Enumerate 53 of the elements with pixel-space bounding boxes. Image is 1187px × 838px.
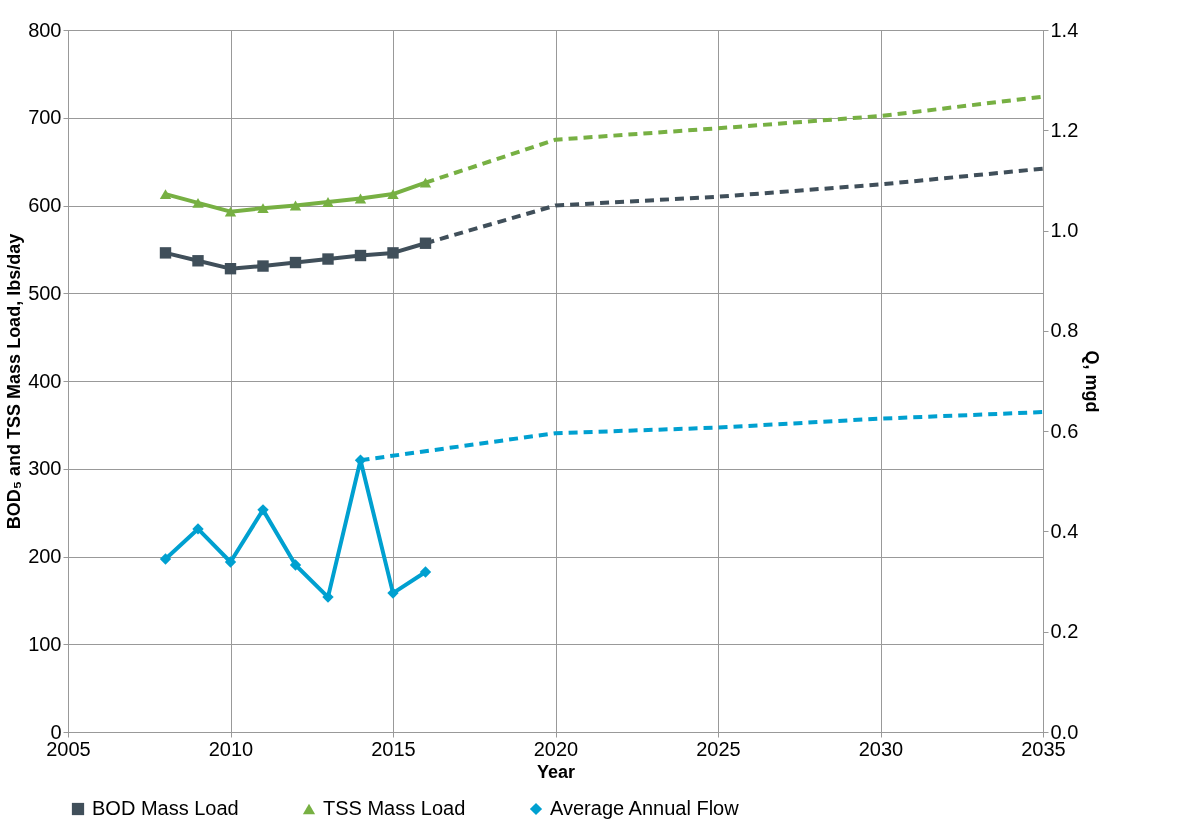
point xyxy=(387,189,399,200)
y-tick-label: 0 xyxy=(50,720,62,743)
y2-tick-label: 0.2 xyxy=(1050,620,1079,643)
point xyxy=(192,255,204,267)
y-tick-label: 200 xyxy=(28,545,62,567)
x-tick-label: 2025 xyxy=(696,737,741,760)
point xyxy=(257,203,269,214)
point xyxy=(354,249,367,262)
y2-tick-label: 0.8 xyxy=(1050,319,1079,342)
x-tick-label: 2010 xyxy=(208,737,254,760)
point xyxy=(387,247,399,259)
point xyxy=(257,260,269,272)
point xyxy=(387,587,399,599)
y2-tick-label: 0.6 xyxy=(1050,419,1079,442)
point xyxy=(159,247,172,259)
y-axis-title: BOD₅ and TSS Mass Load, lbs/day xyxy=(4,233,25,530)
point xyxy=(289,256,302,269)
point xyxy=(419,566,432,578)
legend-label: TSS Mass Load xyxy=(323,797,466,819)
y2-tick-label: 0.4 xyxy=(1050,519,1079,542)
x-tick-label: 2030 xyxy=(858,737,904,760)
y-tick-label: 700 xyxy=(28,106,62,129)
legend-label: BOD Mass Load xyxy=(92,797,239,819)
y2-axis-title: Q, mgd xyxy=(1082,350,1103,413)
x-tick-label: 2015 xyxy=(371,737,416,760)
y-tick-label: 600 xyxy=(28,194,62,216)
point xyxy=(192,197,204,208)
y2-tick-label: 1.2 xyxy=(1050,118,1079,141)
point xyxy=(192,523,204,535)
x-axis-title: Year xyxy=(536,761,576,782)
y2-tick-label: 1.4 xyxy=(1050,18,1079,41)
y-tick-label: 800 xyxy=(28,18,62,41)
point xyxy=(224,262,237,275)
point xyxy=(257,504,269,516)
point xyxy=(159,553,172,565)
y2-tick-label: 0.0 xyxy=(1050,720,1079,743)
x-tick-label: 2020 xyxy=(533,737,579,760)
y-tick-label: 400 xyxy=(28,369,62,392)
point xyxy=(354,193,367,204)
point xyxy=(224,206,237,217)
point xyxy=(289,200,302,211)
y-tick-label: 500 xyxy=(28,281,62,304)
point xyxy=(159,189,172,200)
point xyxy=(419,177,432,188)
y2-tick-label: 1.0 xyxy=(1050,219,1079,242)
point xyxy=(322,591,334,603)
point xyxy=(289,559,302,571)
legend-label: Average Annual Flow xyxy=(550,797,740,819)
y-tick-label: 100 xyxy=(28,632,62,655)
point xyxy=(322,253,334,265)
y-tick-label: 300 xyxy=(28,457,62,480)
point xyxy=(322,197,334,207)
point xyxy=(224,556,237,568)
